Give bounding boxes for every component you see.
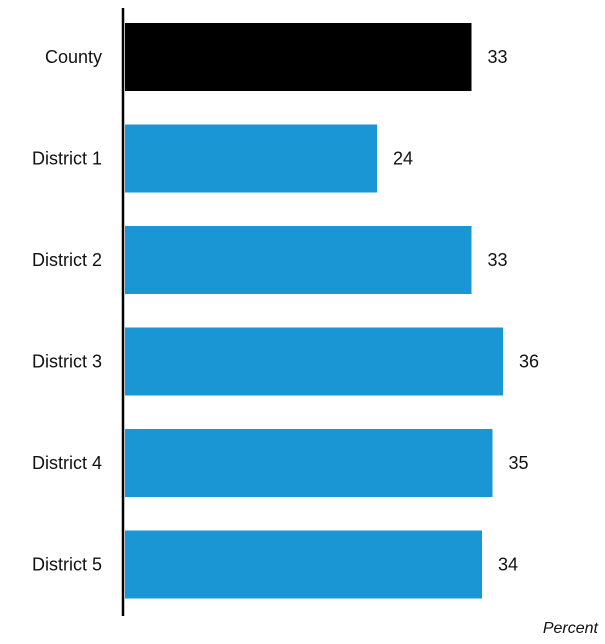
bar-district-2 <box>125 226 472 294</box>
bar-district-1 <box>125 124 377 193</box>
category-label-county: County <box>45 47 102 67</box>
value-label-county: 33 <box>488 47 508 67</box>
value-label-district-4: 35 <box>509 453 529 473</box>
category-label-district-1: District 1 <box>32 149 102 169</box>
value-label-district-5: 34 <box>498 555 518 575</box>
bars-group <box>125 23 503 599</box>
x-axis-unit-label: Percent <box>543 620 599 637</box>
value-label-district-3: 36 <box>519 352 539 372</box>
value-label-district-2: 33 <box>488 250 508 270</box>
category-label-district-3: District 3 <box>32 352 102 372</box>
category-label-district-5: District 5 <box>32 555 102 575</box>
value-labels-group: 33 24 33 36 35 34 <box>393 47 539 575</box>
value-label-district-1: 24 <box>393 149 413 169</box>
bar-district-5 <box>125 530 482 599</box>
category-label-district-4: District 4 <box>32 453 102 473</box>
bar-district-4 <box>125 429 493 497</box>
bar-district-3 <box>125 327 503 396</box>
bar-county <box>125 23 472 91</box>
category-label-district-2: District 2 <box>32 250 102 270</box>
category-labels-group: County District 1 District 2 District 3 Dist… <box>32 47 102 575</box>
